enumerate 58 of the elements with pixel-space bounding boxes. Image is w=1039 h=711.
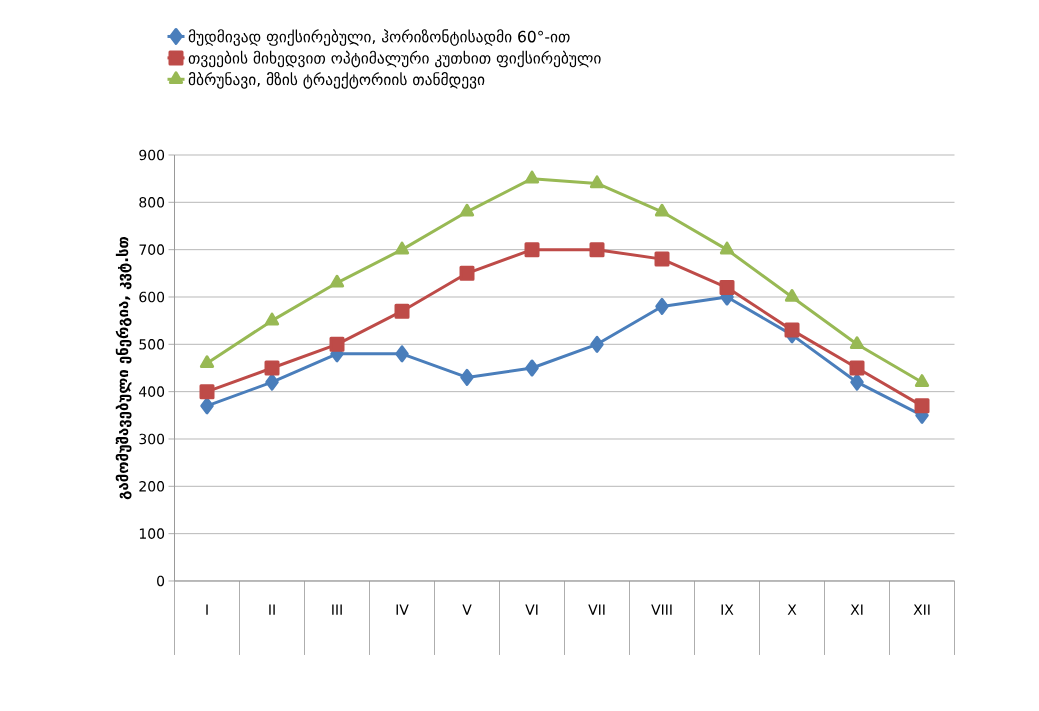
- point: [394, 303, 410, 319]
- point: [525, 359, 539, 377]
- point: [329, 274, 345, 288]
- y-tick-label: 600: [139, 291, 165, 303]
- x-tick-label: XII: [913, 604, 930, 615]
- point: [849, 336, 865, 350]
- y-tick-label: 400: [139, 386, 165, 397]
- point: [524, 170, 540, 184]
- point: [719, 280, 735, 296]
- point: [200, 397, 214, 415]
- x-tick-label: XI: [850, 604, 863, 615]
- point: [264, 312, 280, 326]
- point: [199, 384, 215, 400]
- x-tick-label: V: [462, 604, 472, 615]
- point: [589, 242, 605, 258]
- point: [459, 265, 475, 281]
- point: [394, 241, 410, 255]
- y-tick-label: 700: [139, 244, 165, 255]
- x-tick-label: X: [787, 604, 797, 615]
- point: [850, 373, 864, 391]
- point: [654, 203, 670, 217]
- y-tick-label: 800: [139, 197, 165, 208]
- y-tick-label: 0: [157, 575, 165, 587]
- point: [784, 288, 800, 302]
- y-tick-label: 300: [139, 433, 165, 445]
- point: [524, 242, 540, 258]
- point: [654, 251, 670, 267]
- y-axis-title: გამომუშავებული ენერგია, კვტ.სთ: [115, 236, 132, 500]
- y-tick-label: 900: [139, 149, 165, 161]
- x-tick-label: VIII: [651, 604, 672, 615]
- point: [784, 322, 800, 338]
- point: [589, 175, 605, 189]
- legend-label: მუდმივად ფიქსირებული, ჰორიზონტისადმი 60°-ით: [188, 29, 570, 46]
- point: [460, 368, 474, 386]
- point: [914, 398, 930, 414]
- point: [264, 360, 280, 376]
- point: [719, 241, 735, 255]
- point: [590, 335, 604, 353]
- point: [914, 374, 930, 387]
- y-tick-label: 200: [139, 481, 165, 492]
- point: [655, 297, 669, 315]
- x-tick-label: VII: [588, 604, 605, 615]
- point: [459, 203, 475, 217]
- x-tick-label: IV: [396, 604, 409, 615]
- x-tick-label: IX: [721, 604, 734, 615]
- point: [199, 355, 215, 368]
- point: [329, 336, 345, 352]
- point: [849, 360, 865, 376]
- x-tick-label: VI: [525, 604, 538, 615]
- point: [265, 373, 279, 391]
- y-tick-label: 100: [139, 528, 165, 539]
- point: [395, 345, 409, 363]
- y-tick-label: 500: [139, 339, 165, 350]
- x-tick-label: III: [332, 604, 342, 615]
- legend-label: მბრუნავი, მზის ტრაექტორიის თანმდევი: [188, 72, 485, 89]
- x-tick-label: I: [206, 604, 208, 615]
- x-tick-label: II: [269, 604, 275, 615]
- legend-label: თვეების მიხედვით ოპტიმალური კუთხით ფიქსირებული: [188, 50, 601, 68]
